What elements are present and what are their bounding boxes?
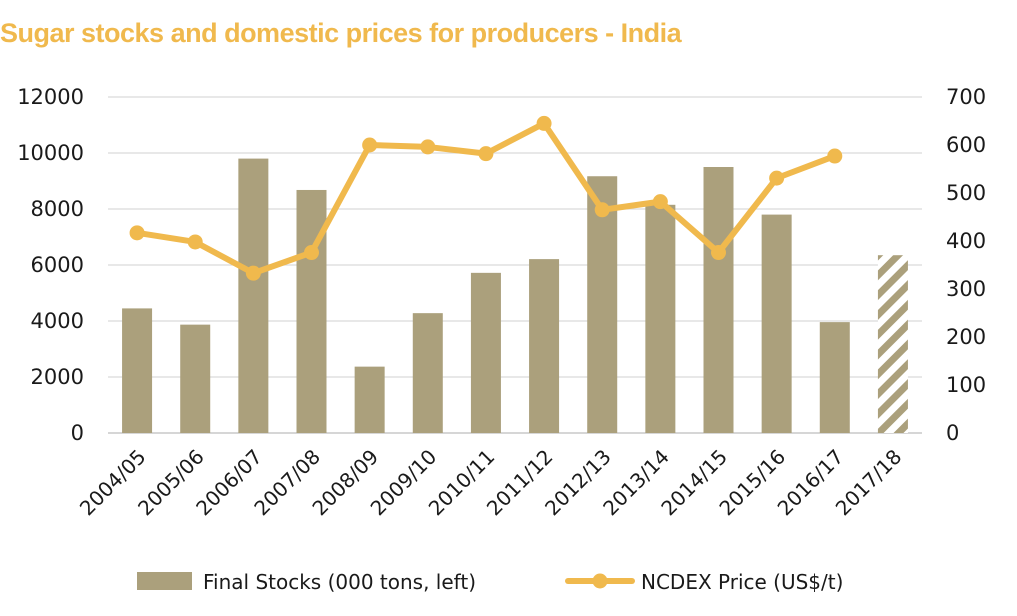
legend-label-price: NCDEX Price (US$/t) [641, 570, 843, 594]
right-tick-label: 600 [946, 133, 986, 157]
price-point [187, 234, 203, 250]
price-point [594, 202, 610, 218]
bar [412, 313, 443, 433]
price-point [536, 115, 552, 131]
bar [122, 308, 153, 433]
bar [587, 176, 618, 434]
right-tick-label: 700 [946, 85, 986, 109]
right-axis-ticks: 0 100 200 300 400 500 600 700 [946, 85, 986, 445]
x-axis-ticks: 2004/052005/062006/072007/082008/092009/… [75, 445, 907, 521]
right-tick-label: 300 [946, 277, 986, 301]
price-point [769, 170, 785, 186]
price-point [129, 225, 145, 241]
left-tick-label: 2000 [31, 365, 84, 389]
legend: Final Stocks (000 tons, left) NCDEX Price… [137, 570, 843, 594]
price-point [711, 245, 726, 261]
legend-swatch-marker [592, 573, 608, 589]
right-tick-label: 400 [946, 229, 986, 253]
bar [296, 189, 327, 433]
bar [877, 255, 908, 433]
left-tick-label: 4000 [31, 309, 84, 333]
bar [819, 322, 850, 433]
price-point [652, 194, 668, 210]
price-line [129, 115, 843, 281]
right-tick-label: 200 [946, 325, 986, 349]
left-tick-label: 8000 [31, 197, 84, 221]
left-tick-label: 6000 [31, 253, 84, 277]
price-point [245, 265, 261, 281]
left-axis-ticks: 0 2000 4000 6000 8000 10000 12000 [17, 85, 84, 445]
price-point [478, 146, 494, 162]
left-tick-label: 10000 [17, 141, 84, 165]
right-tick-label: 500 [946, 181, 986, 205]
bar [529, 259, 560, 433]
legend-label-stocks: Final Stocks (000 tons, left) [203, 570, 476, 594]
bar [703, 167, 734, 433]
chart-title: Sugar stocks and domestic prices for pro… [0, 18, 682, 48]
gridlines [108, 96, 922, 434]
right-tick-label: 0 [946, 421, 959, 445]
legend-swatch-bar [137, 572, 192, 590]
left-tick-label: 12000 [17, 85, 84, 109]
bar [470, 272, 501, 433]
bar [354, 366, 385, 433]
price-point [362, 137, 378, 153]
price-point [420, 139, 436, 155]
bar [238, 158, 269, 433]
price-point [304, 245, 319, 261]
bar [645, 204, 676, 433]
bar [180, 324, 211, 433]
right-tick-label: 100 [946, 373, 986, 397]
left-tick-label: 0 [71, 421, 84, 445]
price-point [827, 148, 843, 164]
stock-bars [122, 158, 908, 434]
bar [761, 214, 792, 433]
